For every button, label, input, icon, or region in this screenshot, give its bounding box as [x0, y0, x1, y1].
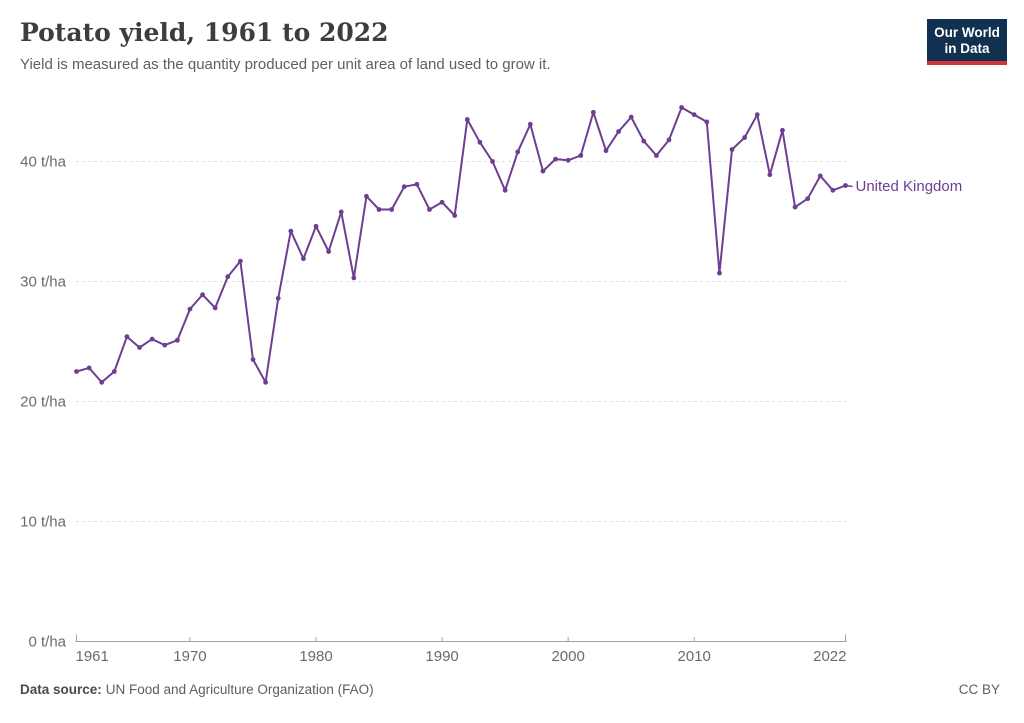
data-point-1987[interactable]: [401, 184, 407, 190]
data-point-2014[interactable]: [742, 135, 748, 140]
x-tick-label-1970: 1970: [173, 648, 206, 665]
data-source-label: Data source:: [20, 682, 102, 697]
series-line-united-kingdom[interactable]: [75, 106, 847, 384]
data-point-1963[interactable]: [99, 379, 105, 385]
data-point-1962[interactable]: [86, 365, 92, 371]
data-point-2004[interactable]: [616, 129, 621, 134]
data-point-1976[interactable]: [263, 379, 268, 385]
series-label-united-kingdom[interactable]: United Kingdom: [856, 178, 963, 195]
data-point-1966[interactable]: [137, 345, 142, 350]
data-point-1992[interactable]: [464, 117, 470, 122]
data-point-1965[interactable]: [124, 334, 130, 340]
owid-logo-line1: Our World: [934, 25, 1000, 40]
chart-title: Potato yield, 1961 to 2022: [20, 18, 389, 47]
x-tick-label-1990: 1990: [425, 648, 458, 665]
data-point-1971[interactable]: [200, 292, 205, 298]
data-point-2009[interactable]: [679, 105, 685, 110]
data-point-1990[interactable]: [439, 199, 445, 205]
data-point-1994[interactable]: [490, 159, 495, 164]
data-point-2006[interactable]: [641, 138, 647, 144]
data-point-2012[interactable]: [717, 270, 722, 276]
data-point-1968[interactable]: [162, 342, 168, 348]
data-point-1964[interactable]: [111, 369, 117, 374]
data-point-1961[interactable]: [74, 369, 79, 374]
data-point-1997[interactable]: [527, 121, 533, 127]
data-point-1993[interactable]: [477, 139, 483, 145]
owid-logo-line2: in Data: [944, 41, 990, 56]
x-tick-label-1980: 1980: [299, 648, 332, 665]
license-badge[interactable]: CC BY: [958, 682, 1000, 697]
data-point-2005[interactable]: [628, 114, 634, 120]
x-tick-label-1961: 1961: [76, 648, 109, 665]
y-tick-label-0: 0 t/ha: [28, 634, 66, 651]
data-point-1998[interactable]: [540, 168, 546, 174]
data-point-2015[interactable]: [754, 112, 760, 118]
data-point-2002[interactable]: [590, 109, 596, 115]
data-point-1995[interactable]: [502, 187, 508, 193]
y-tick-label-20: 20 t/ha: [20, 394, 67, 411]
owid-logo[interactable]: Our World in Data: [927, 19, 1007, 65]
y-tick-label-10: 10 t/ha: [20, 514, 67, 531]
y-tick-label-40: 40 t/ha: [20, 154, 67, 171]
data-point-1988[interactable]: [414, 181, 420, 187]
chart-subtitle: Yield is measured as the quantity produc…: [20, 56, 551, 73]
x-tick-label-2010: 2010: [678, 648, 711, 665]
data-point-2013[interactable]: [729, 147, 735, 152]
data-point-1999[interactable]: [553, 156, 558, 162]
data-point-1986[interactable]: [389, 207, 395, 212]
data-source-text: UN Food and Agriculture Organization (FA…: [105, 682, 374, 697]
data-point-2018[interactable]: [792, 204, 798, 210]
data-point-1981[interactable]: [326, 249, 332, 254]
data-point-2001[interactable]: [578, 153, 584, 158]
data-point-1991[interactable]: [452, 213, 458, 218]
data-point-1989[interactable]: [427, 207, 432, 212]
data-point-1982[interactable]: [338, 209, 344, 215]
data-point-2016[interactable]: [767, 172, 773, 178]
data-point-1970[interactable]: [187, 306, 193, 312]
data-point-2019[interactable]: [805, 196, 811, 202]
data-point-2010[interactable]: [691, 112, 697, 118]
data-point-1978[interactable]: [288, 228, 294, 234]
data-point-2003[interactable]: [603, 148, 609, 154]
data-point-2008[interactable]: [666, 137, 672, 143]
x-tick-label-2000: 2000: [551, 648, 584, 665]
data-point-1985[interactable]: [376, 207, 382, 212]
data-point-1996[interactable]: [515, 149, 521, 155]
data-point-2007[interactable]: [654, 153, 659, 158]
data-point-2000[interactable]: [565, 157, 571, 163]
data-point-2020[interactable]: [817, 173, 823, 179]
data-point-1974[interactable]: [237, 258, 243, 264]
data-point-1983[interactable]: [351, 275, 357, 281]
data-point-1969[interactable]: [174, 337, 180, 343]
data-point-2011[interactable]: [704, 119, 710, 125]
data-point-1984[interactable]: [364, 193, 369, 199]
data-point-1973[interactable]: [225, 274, 231, 280]
data-point-1977[interactable]: [275, 295, 281, 301]
x-tick-label-2022: 2022: [813, 648, 846, 665]
data-point-1979[interactable]: [301, 256, 306, 262]
data-point-2017[interactable]: [780, 127, 785, 133]
y-tick-label-30: 30 t/ha: [20, 274, 67, 291]
data-point-1972[interactable]: [212, 305, 218, 311]
data-point-1967[interactable]: [149, 336, 155, 342]
series-label-connector: [845, 184, 853, 188]
data-point-1975[interactable]: [250, 357, 256, 362]
data-source: Data source: UN Food and Agriculture Orga…: [20, 682, 374, 697]
data-point-2021[interactable]: [830, 187, 836, 193]
data-point-1980[interactable]: [313, 223, 319, 229]
chart-header: Potato yield, 1961 to 2022 Yield is meas…: [20, 18, 551, 73]
chart-footer: Data source: UN Food and Agriculture Orga…: [20, 682, 1000, 697]
